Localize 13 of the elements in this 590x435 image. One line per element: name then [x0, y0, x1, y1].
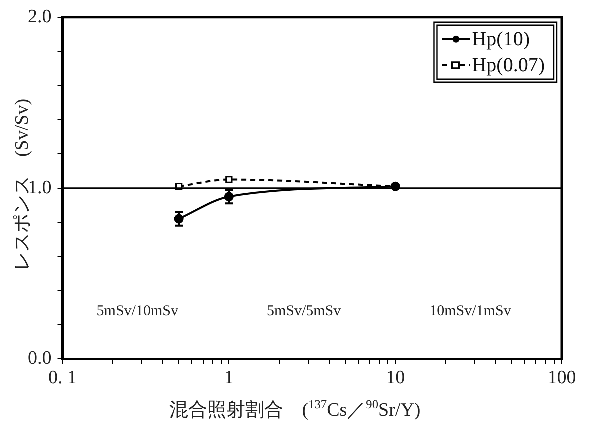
x-axis-title: 混合照射割合 ($^{137}$Cs／$^{90}$Sr/Y): [168, 397, 422, 423]
x-tick-label: 100: [548, 368, 576, 389]
annotation: 5mSv/5mSv: [266, 303, 342, 320]
annotation: 5mSv/10mSv: [96, 303, 179, 320]
y-tick-label: 0.0: [28, 348, 52, 370]
x-tick-label: 1: [224, 368, 234, 389]
x-tick-label: 0. 1: [48, 368, 77, 389]
x-tick-label: 10: [386, 368, 406, 389]
annotation: 10mSv/1mSv: [430, 303, 512, 320]
y-tick-label: 1.0: [28, 177, 52, 198]
y-tick-label: 2.0: [28, 6, 52, 28]
legend-label: Hp(0.07): [472, 54, 545, 77]
legend-label: Hp(10): [472, 28, 530, 51]
